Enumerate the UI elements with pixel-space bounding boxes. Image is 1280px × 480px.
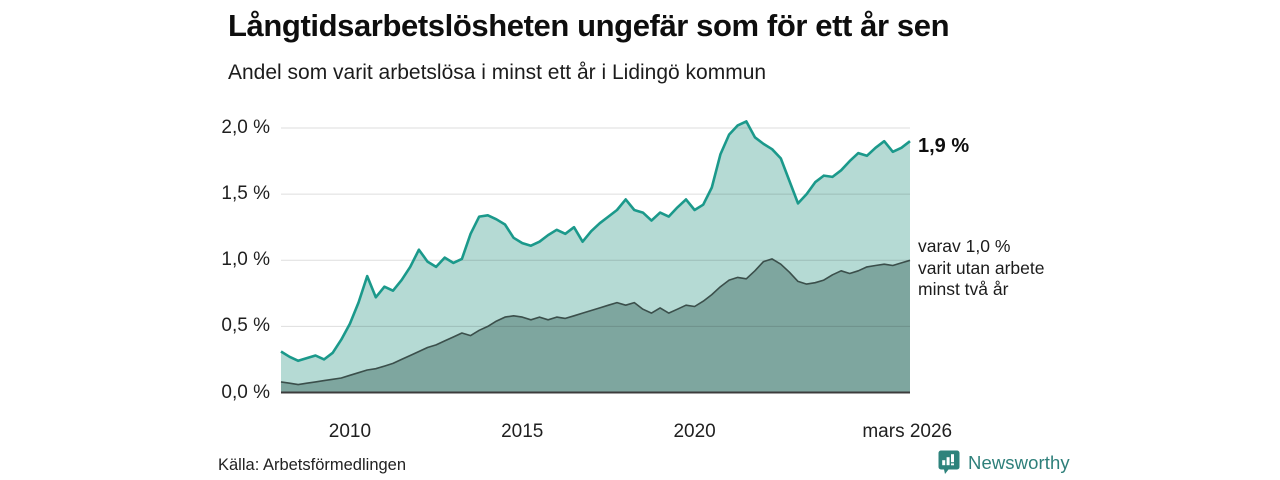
x-tick-label: 2015	[501, 421, 544, 442]
total-line	[280, 120, 911, 363]
x-tick-label: 2020	[673, 421, 716, 442]
newsworthy-wordmark: Newsworthy	[968, 452, 1070, 473]
page-title: Långtidsarbetslösheten ungefär som för e…	[228, 8, 950, 43]
subseries-annotation-line: varit utan arbete	[918, 257, 1045, 278]
subseries-annotation: varav 1,0 % varit utan arbete minst två …	[918, 236, 1044, 301]
y-tick-label: 2,0 %	[221, 117, 270, 138]
x-tick-label: 2010	[328, 421, 372, 442]
x-tick-label: mars 2026	[862, 421, 953, 442]
newsworthy-logo[interactable]: Newsworthy	[938, 450, 1070, 476]
subseries-annotation-line: minst två år	[918, 279, 1009, 299]
y-tick-label: 1,0 %	[221, 249, 270, 271]
chart-subtitle: Andel som varit arbetslösa i minst ett å…	[228, 61, 767, 84]
y-tick-label: 0,5 %	[221, 315, 270, 337]
source-note: Källa: Arbetsförmedlingen	[218, 456, 407, 474]
latest-value-annotation: 1,9 %	[918, 135, 970, 157]
subseries-annotation-line: varav 1,0 %	[918, 236, 1011, 256]
y-tick-label: 0,0 %	[221, 381, 270, 403]
subseries-line	[280, 258, 911, 386]
area-fills	[281, 121, 910, 393]
newsworthy-logo-icon	[938, 450, 960, 474]
subseries-area-fill	[281, 258, 910, 393]
y-tick-label: 1,5 %	[221, 183, 270, 205]
